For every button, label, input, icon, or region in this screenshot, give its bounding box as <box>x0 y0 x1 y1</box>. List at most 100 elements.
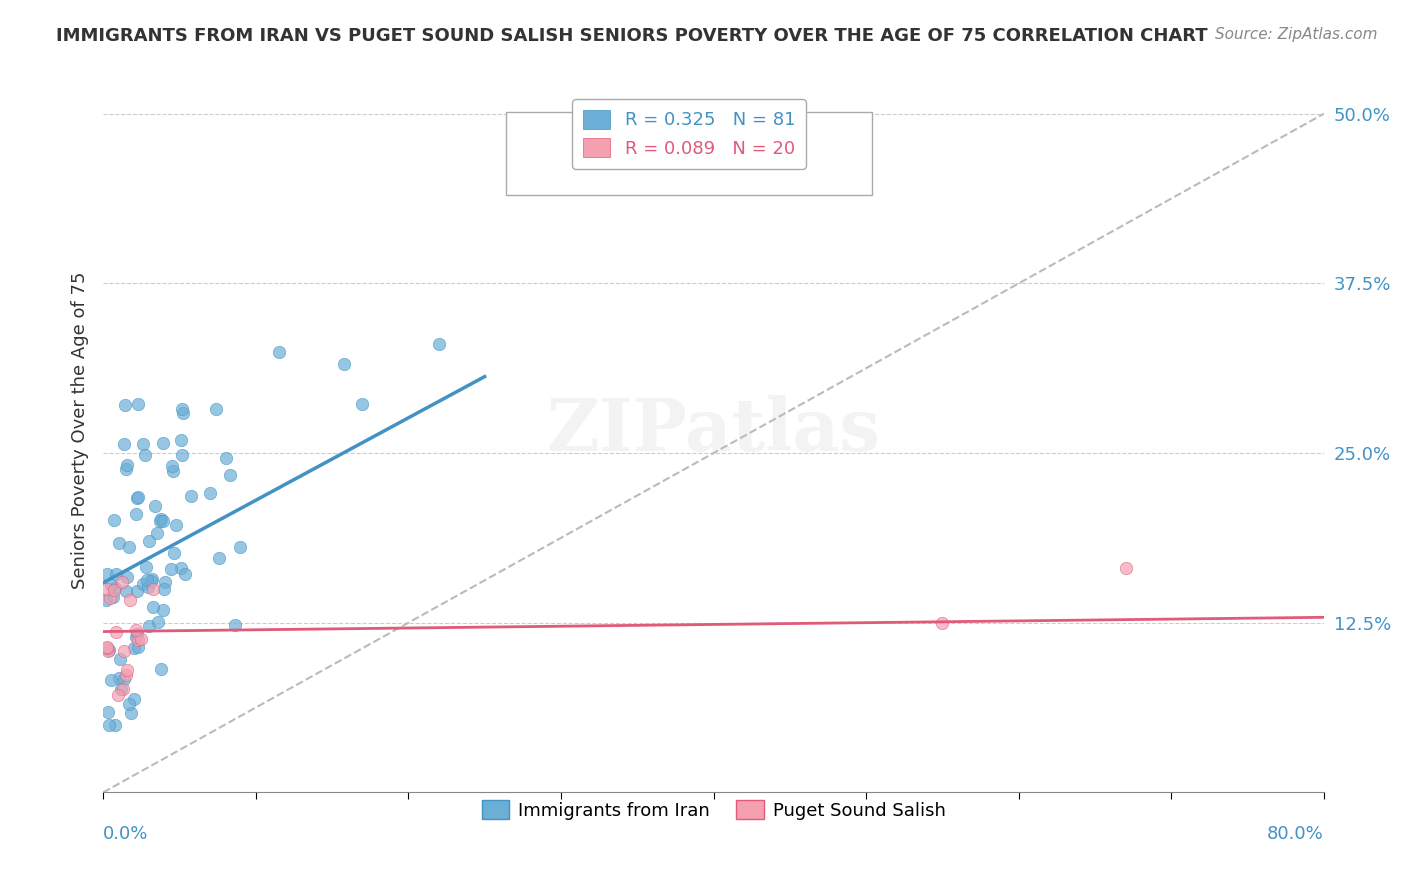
Point <box>173 567 195 582</box>
Point <box>115 663 138 677</box>
Point <box>215 450 238 465</box>
Point <box>96 592 118 607</box>
Point <box>104 581 127 595</box>
Point <box>350 397 373 411</box>
Point <box>198 486 221 500</box>
Point <box>224 618 246 632</box>
Point <box>104 717 127 731</box>
Point <box>115 569 138 583</box>
Point <box>146 525 169 540</box>
Point <box>142 582 165 596</box>
Point <box>149 512 172 526</box>
Point <box>103 582 125 597</box>
Point <box>125 627 148 641</box>
Point <box>122 640 145 655</box>
Point <box>108 672 131 686</box>
Point <box>110 682 132 697</box>
Point <box>152 436 174 450</box>
Point <box>136 581 159 595</box>
Point <box>112 437 135 451</box>
Point <box>134 448 156 462</box>
Point <box>122 692 145 706</box>
Point <box>98 642 121 657</box>
Point <box>103 591 125 605</box>
Point <box>103 513 125 527</box>
Point <box>333 357 356 371</box>
Point <box>1115 561 1137 575</box>
Point <box>172 407 194 421</box>
Point <box>170 433 193 447</box>
Point <box>160 459 183 474</box>
Point <box>114 668 136 682</box>
Point <box>115 458 138 473</box>
Point <box>148 514 170 528</box>
Point <box>98 717 121 731</box>
Point <box>118 697 141 711</box>
Point <box>96 641 118 656</box>
Point <box>127 397 149 411</box>
Point <box>98 591 121 605</box>
Y-axis label: Seniors Poverty Over the Age of 75: Seniors Poverty Over the Age of 75 <box>72 272 89 590</box>
Text: Source: ZipAtlas.com: Source: ZipAtlas.com <box>1215 27 1378 42</box>
Point <box>148 615 170 630</box>
Point <box>97 705 120 719</box>
Point <box>112 672 135 686</box>
Point <box>159 562 181 576</box>
Point <box>125 623 148 637</box>
Point <box>97 644 120 658</box>
Point <box>125 583 148 598</box>
Point <box>170 402 193 417</box>
Point <box>135 559 157 574</box>
Point <box>162 464 184 478</box>
Point <box>269 345 291 359</box>
Point <box>96 640 118 655</box>
Point <box>120 706 142 720</box>
Point <box>115 462 138 476</box>
Point <box>162 546 184 560</box>
Point <box>127 491 149 505</box>
Point <box>170 449 193 463</box>
Point <box>208 551 231 566</box>
Point <box>138 534 160 549</box>
Point <box>112 644 135 658</box>
Point <box>105 624 128 639</box>
Text: 0.0%: 0.0% <box>103 825 149 843</box>
Point <box>129 632 152 646</box>
Point <box>138 619 160 633</box>
Point <box>132 437 155 451</box>
Text: IMMIGRANTS FROM IRAN VS PUGET SOUND SALISH SENIORS POVERTY OVER THE AGE OF 75 CO: IMMIGRANTS FROM IRAN VS PUGET SOUND SALI… <box>56 27 1208 45</box>
Point <box>108 535 131 549</box>
Point <box>111 682 134 697</box>
Text: ZIPatlas: ZIPatlas <box>547 395 880 466</box>
Point <box>170 560 193 574</box>
Point <box>96 567 118 582</box>
Point <box>427 337 450 351</box>
Point <box>143 500 166 514</box>
Point <box>141 574 163 588</box>
Point <box>96 582 118 596</box>
Point <box>152 603 174 617</box>
Point <box>931 615 953 630</box>
Point <box>100 673 122 687</box>
Point <box>111 574 134 589</box>
Point <box>127 632 149 647</box>
Point <box>125 491 148 505</box>
Point <box>107 688 129 702</box>
Legend: Immigrants from Iran, Puget Sound Salish: Immigrants from Iran, Puget Sound Salish <box>474 793 953 827</box>
Point <box>100 578 122 592</box>
Point <box>135 573 157 587</box>
Text: 80.0%: 80.0% <box>1267 825 1324 843</box>
Point <box>153 582 176 596</box>
Point <box>141 572 163 586</box>
Point <box>229 540 252 554</box>
Point <box>180 489 202 503</box>
Point <box>152 514 174 528</box>
Point <box>114 398 136 412</box>
Point <box>205 401 228 416</box>
Point <box>115 584 138 599</box>
FancyBboxPatch shape <box>506 112 872 195</box>
Point <box>165 518 187 533</box>
Point <box>219 468 242 483</box>
Point <box>127 640 149 654</box>
Point <box>150 662 173 676</box>
